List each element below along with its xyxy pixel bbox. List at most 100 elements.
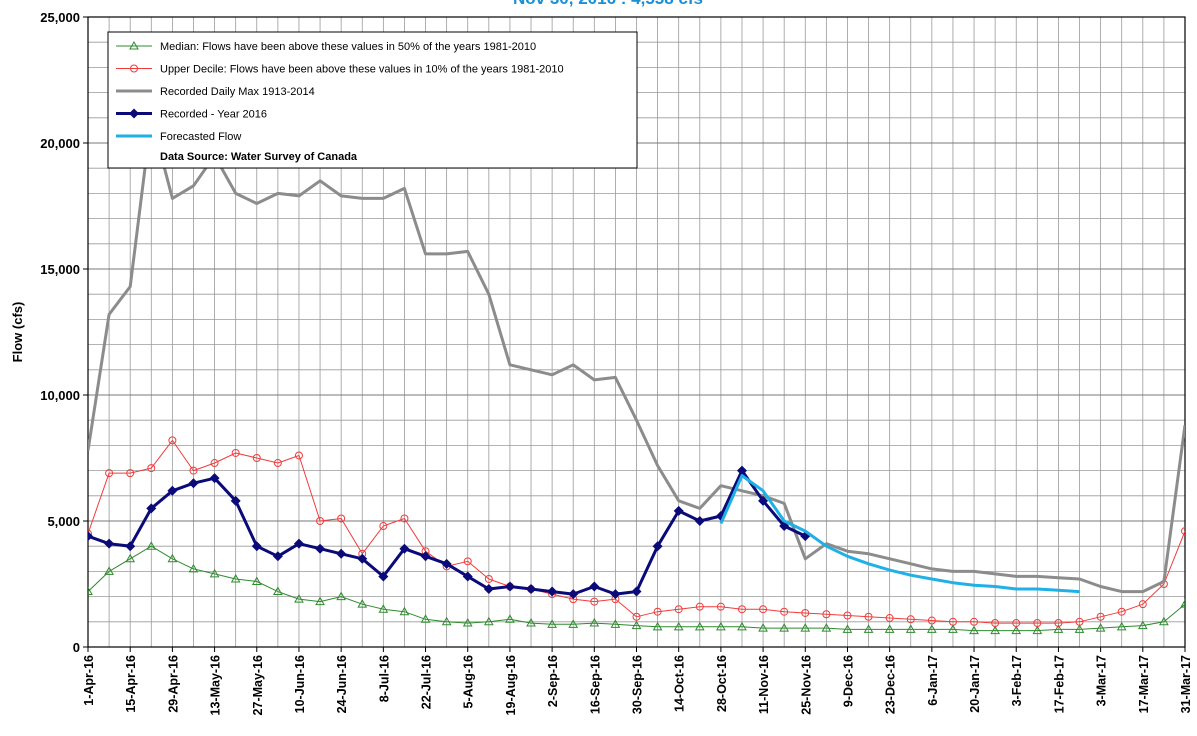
point	[695, 602, 704, 611]
point	[1075, 617, 1084, 626]
point	[905, 624, 916, 633]
point	[906, 615, 915, 624]
legend-label: Forecasted Flow	[160, 131, 241, 143]
x-tick-label: 24-Jun-16	[335, 655, 349, 713]
point	[1180, 599, 1185, 608]
point	[483, 584, 494, 595]
point	[293, 538, 304, 549]
point	[357, 553, 368, 564]
point	[948, 624, 958, 633]
point	[251, 576, 262, 585]
point	[272, 551, 283, 562]
point	[147, 464, 156, 473]
y-tick-label: 20,000	[40, 136, 80, 151]
x-tick-label: 1-Apr-16	[82, 655, 96, 706]
point	[1033, 619, 1042, 628]
point	[294, 594, 304, 603]
chart-title: Nov 30, 2016 : 4,558 cfs	[513, 0, 703, 8]
point	[230, 573, 241, 583]
point	[1074, 624, 1085, 633]
point	[1054, 619, 1063, 628]
point	[652, 541, 663, 552]
x-tick-label: 20-Jan-17	[968, 655, 982, 713]
x-tick-label: 11-Nov-16	[757, 655, 771, 714]
point	[610, 589, 621, 600]
x-tick-label: 15-Apr-16	[124, 655, 138, 713]
point	[1181, 527, 1185, 536]
point	[1159, 616, 1169, 626]
x-tick-label: 29-Apr-16	[166, 655, 180, 713]
x-tick-label: 13-May-16	[209, 655, 223, 715]
point	[652, 621, 663, 631]
point	[273, 459, 282, 468]
point	[505, 614, 515, 623]
point	[252, 454, 261, 462]
plot-area	[88, 116, 1185, 635]
point	[737, 605, 746, 614]
point	[105, 469, 114, 478]
point	[758, 495, 769, 506]
series-line	[88, 545, 1185, 632]
x-tick-label: 10-Jun-16	[293, 655, 307, 713]
point	[168, 436, 177, 445]
point	[737, 621, 747, 631]
point	[884, 624, 895, 633]
point	[822, 610, 831, 619]
point	[336, 548, 347, 559]
point	[210, 459, 219, 468]
x-tick-label: 14-Oct-16	[673, 655, 687, 712]
point	[167, 553, 178, 563]
point	[399, 543, 410, 554]
point	[673, 621, 684, 631]
legend-label: Recorded Daily Max 1913-2014	[160, 86, 315, 98]
point	[315, 596, 325, 606]
point	[948, 617, 957, 626]
point	[88, 529, 92, 538]
point	[632, 612, 641, 621]
x-tick-label: 3-Mar-17	[1095, 655, 1109, 706]
legend-box	[107, 31, 638, 169]
y-tick-label: 15,000	[40, 262, 80, 277]
point	[589, 581, 600, 592]
y-axis-label: Flow (cfs)	[10, 302, 25, 363]
point	[146, 541, 157, 550]
point	[462, 618, 473, 627]
point	[547, 586, 558, 597]
point	[125, 553, 136, 563]
point	[273, 586, 283, 596]
point	[379, 522, 388, 531]
x-tick-label: 17-Feb-17	[1052, 655, 1066, 713]
point	[589, 618, 600, 627]
point	[843, 611, 852, 620]
plot-frame	[87, 16, 1186, 648]
x-tick-label: 9-Dec-16	[841, 655, 855, 707]
x-tick-label: 27-May-16	[251, 655, 265, 715]
point	[759, 605, 768, 614]
point	[926, 624, 937, 633]
point	[188, 478, 199, 489]
point	[1138, 600, 1147, 609]
point	[251, 541, 262, 552]
data-source: Data Source: Water Survey of Canada	[160, 151, 358, 163]
series-line	[88, 439, 1185, 624]
point	[970, 617, 979, 626]
point	[378, 604, 389, 613]
point	[801, 608, 810, 617]
series-line	[88, 116, 1185, 594]
legend-marker	[130, 64, 138, 73]
point	[1012, 619, 1021, 628]
point	[694, 516, 705, 526]
point	[590, 597, 599, 606]
x-tick-label: 23-Dec-16	[884, 655, 898, 714]
point	[463, 557, 472, 566]
point	[126, 469, 135, 478]
y-tick-label: 10,000	[40, 388, 80, 403]
point	[104, 566, 114, 575]
y-tick-label: 25,000	[40, 10, 80, 25]
point	[780, 607, 789, 616]
point	[337, 514, 346, 523]
point	[674, 605, 683, 614]
x-tick-label: 3-Feb-17	[1010, 655, 1024, 706]
point	[716, 621, 726, 631]
legend-label: Upper Decile: Flows have been above thes…	[160, 64, 564, 76]
